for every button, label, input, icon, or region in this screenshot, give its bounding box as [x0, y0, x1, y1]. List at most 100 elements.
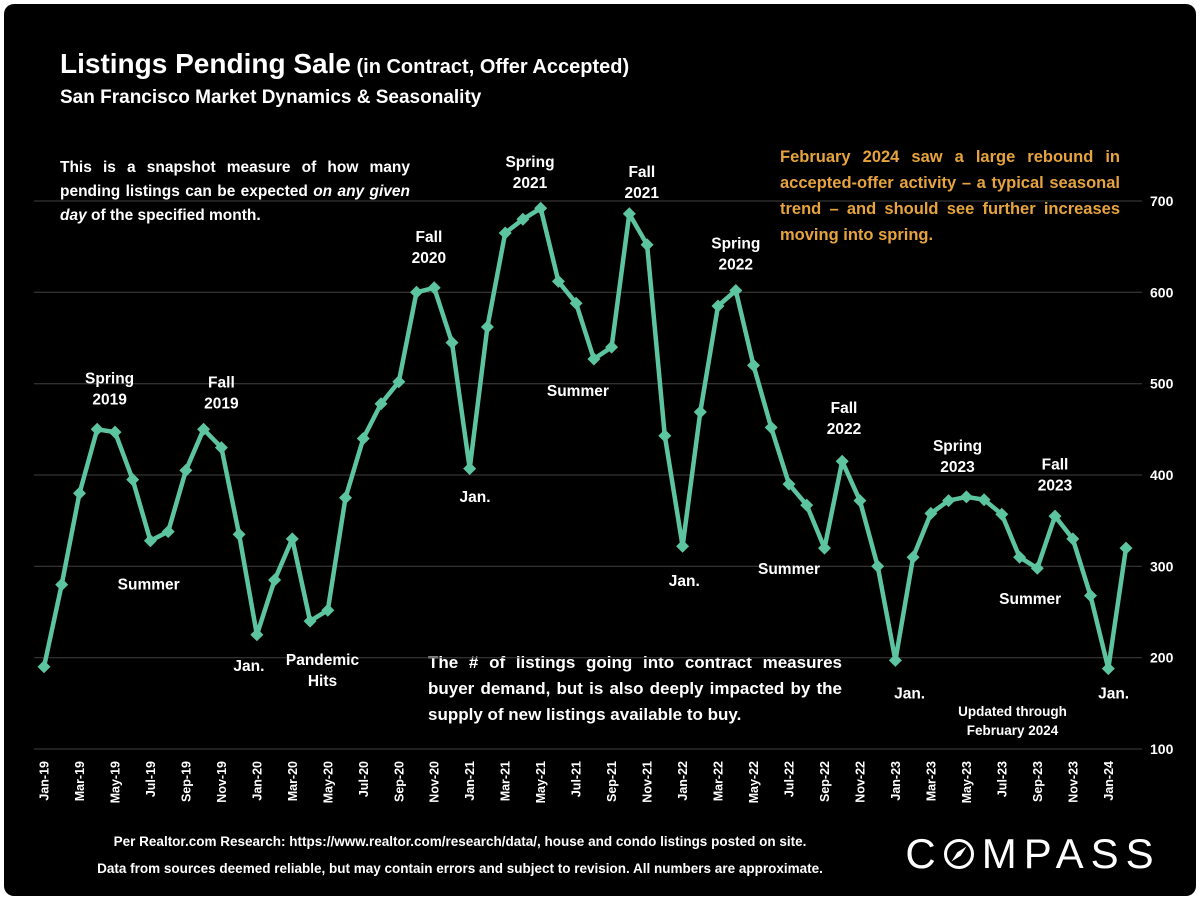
data-point	[871, 559, 885, 573]
x-tick-label: Sep-21	[605, 761, 619, 802]
chart-annotation: Summer	[547, 383, 609, 400]
x-tick-label: Nov-20	[428, 761, 442, 803]
x-tick-label: Jul-22	[783, 761, 797, 797]
chart-annotation: Fall	[208, 374, 235, 391]
brand-letter-pre: C	[905, 830, 943, 877]
data-point	[126, 473, 140, 487]
y-tick-label: 600	[1150, 284, 1174, 300]
data-point	[179, 463, 193, 477]
x-tick-label: Jan-22	[676, 761, 690, 801]
slide-background: Listings Pending Sale (in Contract, Offe…	[4, 4, 1196, 896]
x-tick-label: May-21	[534, 761, 548, 803]
data-point	[250, 628, 264, 642]
x-tick-label: Mar-19	[73, 761, 87, 801]
snapshot-note: This is a snapshot measure of how many p…	[60, 156, 410, 228]
x-tick-label: Mar-21	[499, 761, 513, 801]
chart-annotation: Jan.	[1098, 685, 1129, 702]
data-point	[1083, 589, 1098, 603]
chart-annotation: 2020	[412, 250, 446, 267]
footer-note: Per Realtor.com Research: https://www.re…	[60, 828, 860, 882]
x-tick-label: Nov-21	[641, 761, 655, 803]
x-tick-label: Mar-20	[286, 761, 300, 801]
data-point	[693, 405, 707, 419]
title-block: Listings Pending Sale (in Contract, Offe…	[60, 48, 629, 109]
chart-annotation: Jan.	[459, 489, 490, 506]
page-title-suffix: (in Contract, Offer Accepted)	[350, 56, 630, 78]
data-point	[817, 541, 832, 555]
snapshot-note-post: of the specified month.	[86, 207, 261, 224]
x-tick-label: May-19	[109, 761, 123, 803]
compass-logo: C MPASS	[892, 826, 1174, 882]
data-point	[605, 340, 619, 354]
x-tick-label: Jan-20	[250, 761, 264, 801]
highlight-note: February 2024 saw a large rebound in acc…	[780, 148, 1120, 244]
chart-annotation: Spring	[933, 438, 982, 455]
footer-line-2: Data from sources deemed reliable, but m…	[97, 861, 823, 876]
x-tick-label: Jan-24	[1102, 761, 1116, 801]
chart-annotation: 2022	[719, 257, 753, 274]
snapshot-note-italic: on any given day	[60, 183, 410, 224]
x-tick-label: Sep-20	[392, 761, 406, 802]
chart-annotation: Hits	[308, 673, 337, 690]
snapshot-note-pre: This is a snapshot measure of how many p…	[60, 159, 410, 200]
data-point	[321, 603, 335, 617]
chart-annotation: Updated through	[958, 704, 1067, 719]
data-point	[906, 550, 920, 564]
chart-annotation: 2019	[204, 395, 239, 412]
x-tick-label: Jul-23	[995, 761, 1009, 797]
y-tick-label: 100	[1150, 741, 1174, 757]
x-tick-label: May-22	[747, 761, 761, 803]
chart-annotation: Jan.	[233, 658, 264, 675]
x-tick-label: May-23	[960, 761, 974, 803]
x-tick-label: Mar-23	[924, 761, 938, 801]
x-tick-label: Jul-21	[570, 761, 584, 797]
compass-o-icon	[943, 839, 974, 869]
page-title: Listings Pending Sale (in Contract, Offe…	[60, 48, 629, 80]
y-tick-label: 300	[1150, 558, 1174, 574]
y-tick-label: 400	[1150, 467, 1174, 483]
page-title-main: Listings Pending Sale	[60, 48, 351, 79]
data-point	[445, 336, 459, 350]
data-point	[427, 281, 441, 295]
data-point	[55, 578, 69, 592]
chart-annotation: Summer	[999, 591, 1061, 608]
data-point	[888, 653, 902, 667]
x-tick-label: Jan-23	[889, 761, 903, 801]
data-point	[1101, 662, 1115, 676]
data-point	[782, 477, 796, 491]
y-tick-label: 700	[1150, 193, 1174, 209]
brand-letters-post: MPASS	[981, 830, 1161, 877]
chart-annotation: 2021	[513, 175, 548, 192]
data-point	[711, 299, 725, 313]
chart-annotation: 2023	[1038, 478, 1073, 495]
data-point	[995, 507, 1009, 521]
chart-annotation: 2022	[827, 421, 861, 438]
data-point	[569, 296, 583, 310]
data-point	[729, 283, 743, 298]
chart-annotation: Fall	[628, 164, 655, 181]
chart-annotation: Spring	[85, 371, 134, 388]
y-tick-label: 500	[1150, 376, 1174, 392]
chart-annotation: Spring	[711, 236, 760, 253]
x-tick-label: Sep-19	[179, 761, 193, 802]
data-point	[534, 201, 548, 215]
data-point	[214, 441, 228, 455]
data-point	[977, 493, 991, 507]
data-point	[232, 527, 246, 541]
data-point	[37, 660, 51, 674]
x-tick-label: May-20	[321, 761, 335, 803]
data-point	[392, 375, 406, 389]
chart-annotation: Pandemic	[286, 652, 360, 669]
chart-annotation: Fall	[416, 229, 443, 246]
data-point	[374, 397, 388, 411]
data-point	[587, 352, 601, 366]
data-point	[924, 506, 938, 520]
data-point	[409, 285, 424, 299]
data-point	[1119, 541, 1133, 555]
data-point	[853, 494, 867, 508]
data-point	[551, 274, 565, 288]
data-point	[1013, 550, 1027, 564]
data-point	[285, 532, 299, 546]
data-point	[498, 226, 512, 240]
y-tick-label: 200	[1150, 650, 1174, 666]
